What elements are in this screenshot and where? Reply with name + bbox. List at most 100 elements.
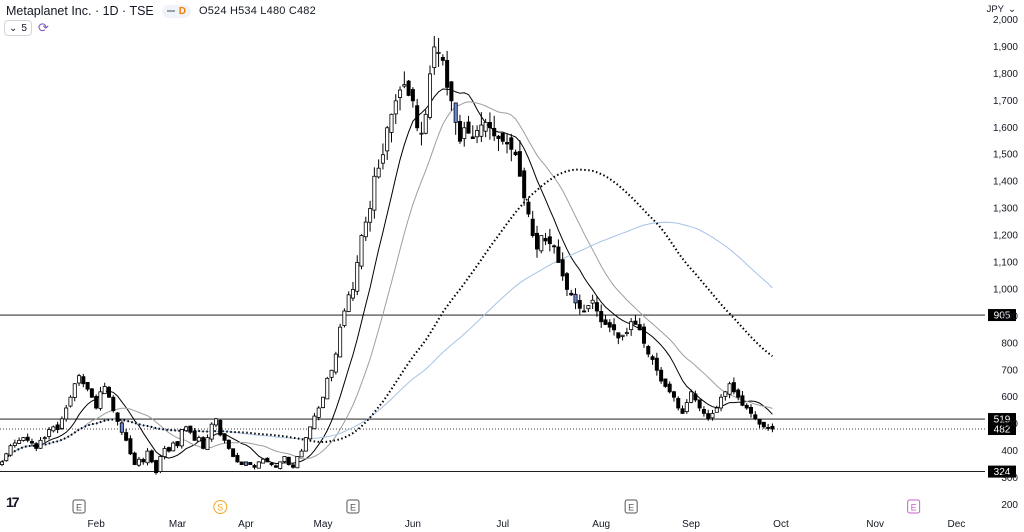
candle[interactable]	[663, 378, 668, 387]
candle[interactable]	[342, 310, 347, 326]
candle[interactable]	[453, 102, 458, 123]
candle[interactable]	[594, 302, 599, 312]
candle[interactable]	[633, 320, 638, 325]
candle[interactable]	[68, 396, 73, 407]
candle[interactable]	[55, 424, 60, 430]
candle[interactable]	[171, 442, 176, 452]
candle[interactable]	[291, 464, 296, 468]
candle[interactable]	[449, 81, 454, 102]
candle[interactable]	[368, 208, 373, 223]
candle[interactable]	[25, 436, 30, 441]
candle[interactable]	[607, 322, 612, 328]
candle[interactable]	[98, 391, 103, 409]
candle[interactable]	[94, 396, 99, 409]
candle[interactable]	[158, 456, 163, 472]
candle[interactable]	[338, 326, 343, 358]
candle[interactable]	[419, 132, 424, 135]
candle[interactable]	[256, 461, 261, 469]
candle[interactable]	[308, 426, 313, 440]
candle[interactable]	[462, 127, 467, 139]
candle[interactable]	[522, 170, 527, 199]
candle[interactable]	[492, 127, 497, 137]
candle[interactable]	[278, 461, 283, 469]
candle[interactable]	[42, 437, 47, 440]
candle[interactable]	[376, 167, 381, 178]
candle[interactable]	[47, 429, 52, 437]
candle[interactable]	[719, 396, 724, 409]
candle[interactable]	[320, 396, 325, 408]
candle[interactable]	[107, 386, 112, 398]
candle[interactable]	[552, 245, 557, 248]
candle[interactable]	[753, 414, 758, 420]
earnings-marker[interactable]	[907, 499, 921, 514]
candle[interactable]	[496, 135, 501, 139]
candle[interactable]	[530, 218, 535, 236]
candle[interactable]	[111, 396, 116, 412]
candle[interactable]	[761, 421, 766, 428]
candle[interactable]	[299, 450, 304, 458]
candle[interactable]	[423, 113, 428, 134]
candle[interactable]	[590, 299, 595, 304]
candle[interactable]	[526, 201, 531, 215]
candle[interactable]	[184, 426, 189, 432]
candle[interactable]	[701, 409, 706, 414]
candle[interactable]	[624, 332, 629, 334]
candle[interactable]	[509, 137, 514, 150]
candle[interactable]	[684, 402, 689, 413]
candle[interactable]	[671, 391, 676, 398]
candle[interactable]	[273, 465, 278, 468]
earnings-marker[interactable]	[624, 499, 638, 514]
candle[interactable]	[564, 273, 569, 290]
candle[interactable]	[543, 237, 548, 242]
candle[interactable]	[466, 121, 471, 134]
candle[interactable]	[162, 448, 167, 457]
candle[interactable]	[637, 324, 642, 331]
candle[interactable]	[659, 369, 664, 382]
candle[interactable]	[483, 121, 488, 132]
candle[interactable]	[265, 457, 270, 463]
candle[interactable]	[8, 445, 13, 456]
candle[interactable]	[102, 386, 107, 395]
candle[interactable]	[385, 127, 390, 152]
candle[interactable]	[213, 418, 218, 426]
candle[interactable]	[248, 462, 253, 465]
candle[interactable]	[363, 221, 368, 238]
candle[interactable]	[479, 124, 484, 137]
candle[interactable]	[17, 439, 22, 444]
candle[interactable]	[569, 292, 574, 296]
candle[interactable]	[128, 438, 133, 455]
candle[interactable]	[535, 232, 540, 250]
candle[interactable]	[261, 458, 266, 464]
candle[interactable]	[539, 235, 544, 252]
candle[interactable]	[770, 425, 775, 430]
candle[interactable]	[744, 404, 749, 409]
candle[interactable]	[218, 419, 223, 436]
candle[interactable]	[115, 412, 120, 422]
candle[interactable]	[64, 407, 69, 420]
candle[interactable]	[243, 461, 248, 466]
candle[interactable]	[21, 437, 26, 441]
candle[interactable]	[432, 46, 437, 68]
candle[interactable]	[406, 80, 411, 96]
candle[interactable]	[188, 425, 193, 433]
candle[interactable]	[295, 456, 300, 469]
candle[interactable]	[329, 369, 334, 378]
candle[interactable]	[136, 458, 141, 466]
candle[interactable]	[505, 142, 510, 145]
candle[interactable]	[209, 423, 214, 440]
candle[interactable]	[599, 311, 604, 323]
candle[interactable]	[736, 389, 741, 398]
candle[interactable]	[612, 324, 617, 331]
candle[interactable]	[350, 289, 355, 299]
candle[interactable]	[29, 441, 34, 444]
candle[interactable]	[676, 398, 681, 409]
tradingview-logo-icon[interactable]: 17	[6, 494, 20, 510]
candle[interactable]	[4, 453, 9, 462]
candle[interactable]	[500, 132, 505, 142]
candle[interactable]	[231, 448, 236, 457]
candle[interactable]	[410, 89, 415, 102]
candle[interactable]	[646, 346, 651, 355]
candle[interactable]	[393, 100, 398, 115]
candle[interactable]	[513, 151, 518, 156]
candle[interactable]	[556, 246, 561, 263]
